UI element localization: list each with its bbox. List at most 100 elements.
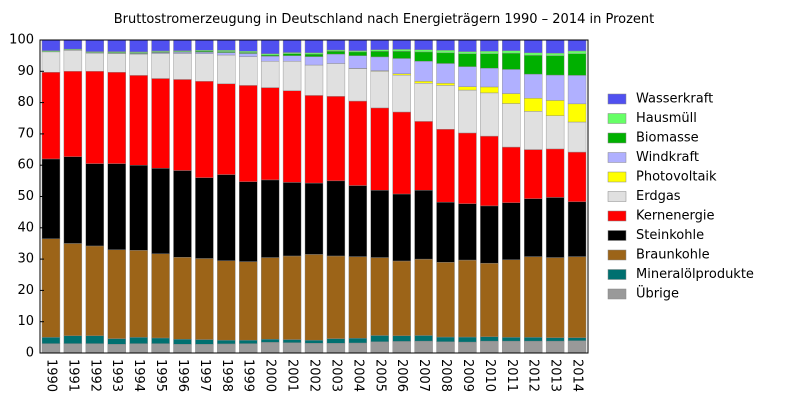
bar-segment: [480, 135, 499, 207]
y-tick-label: 30: [17, 252, 34, 267]
x-tick-label: 2006: [394, 359, 409, 392]
bar-segment: [107, 72, 126, 164]
legend-swatch: [607, 269, 627, 280]
bar-segment: [414, 61, 433, 82]
bar-segment: [107, 53, 126, 73]
bar-segment: [195, 81, 214, 178]
bar-segment: [260, 61, 280, 88]
bar-segment: [348, 39, 368, 51]
bar-segment: [502, 93, 521, 104]
x-tick-label: 1999: [241, 359, 256, 392]
bar-segment: [239, 181, 258, 262]
bar-segment: [173, 344, 192, 354]
bar-segment: [545, 39, 565, 54]
bar-segment: [502, 340, 521, 354]
bar-segment: [370, 257, 389, 336]
legend-swatch: [607, 249, 627, 261]
bar-segment: [107, 338, 126, 345]
bar-segment: [326, 39, 346, 51]
bar-segment: [458, 39, 477, 52]
bar-segment: [129, 75, 148, 166]
x-tick-label: 2004: [350, 359, 365, 392]
x-tick-label: 2011: [504, 359, 519, 392]
bar-segment: [151, 78, 170, 169]
bar-segment: [151, 253, 170, 339]
bar-segment: [414, 51, 433, 62]
bar-segment: [458, 336, 477, 343]
bar-segment: [524, 149, 543, 199]
bar-segment: [436, 341, 455, 354]
bar-segment: [151, 53, 170, 79]
bar-segment: [414, 258, 433, 336]
bar-segment: [545, 52, 565, 56]
bar-segment: [217, 54, 236, 85]
bar-segment: [458, 341, 477, 354]
bar-segment: [436, 129, 455, 203]
bar-segment: [348, 185, 368, 257]
bar-segment: [41, 158, 61, 239]
bar-segment: [195, 344, 214, 354]
bar-segment: [348, 51, 368, 56]
bar-segment: [436, 39, 455, 51]
bar-segment: [480, 67, 499, 88]
y-tick-label: 100: [9, 33, 34, 48]
bar-segment: [436, 262, 455, 338]
bar-segment: [458, 89, 477, 134]
bar-segment: [63, 343, 83, 354]
bar-segment: [414, 335, 433, 342]
bar-segment: [436, 63, 455, 84]
bar-segment: [63, 335, 83, 344]
bar-segment: [458, 132, 477, 204]
bar-segment: [282, 39, 302, 53]
bar-segment: [239, 339, 258, 344]
bar-segment: [239, 261, 258, 341]
bar-segment: [304, 95, 324, 184]
y-tick-label: 40: [17, 220, 34, 235]
bar-segment: [195, 258, 214, 340]
x-tick-label: 1994: [131, 359, 146, 392]
bar-segment: [370, 107, 389, 191]
bar-segment: [41, 51, 61, 73]
x-tick-label: 1998: [219, 359, 234, 392]
bar-segment: [370, 56, 389, 71]
bar-segment: [260, 339, 280, 343]
bar-segment: [567, 53, 587, 76]
bar-segment: [524, 111, 543, 150]
bar-segment: [502, 337, 521, 342]
bar-segment: [458, 66, 477, 87]
bar-segment: [151, 337, 170, 344]
x-tick-label: 2012: [526, 359, 541, 392]
legend-swatch: [607, 171, 627, 183]
bar-segment: [239, 39, 258, 52]
bar-segment: [458, 203, 477, 261]
legend-label: Hausmüll: [636, 111, 697, 126]
bar-segment: [41, 343, 61, 354]
x-tick-label: 1990: [43, 359, 58, 392]
bar-segment: [545, 257, 565, 338]
bar-segment: [85, 39, 104, 52]
legend-swatch: [607, 132, 627, 144]
bar-segment: [129, 164, 148, 251]
bar-segment: [260, 39, 280, 54]
bar-segment: [41, 337, 61, 344]
bar-segment: [348, 338, 368, 344]
bar-segment: [129, 337, 148, 344]
legend-swatch: [607, 230, 627, 241]
bar-segment: [502, 52, 521, 70]
bar-segment: [173, 39, 192, 51]
x-tick-label: 2009: [460, 359, 475, 392]
bar-segment: [282, 182, 302, 257]
x-tick-label: 2010: [482, 359, 497, 392]
bar-segment: [151, 168, 170, 254]
bar-segment: [370, 190, 389, 258]
bar-segment: [458, 259, 477, 338]
bar-segment: [370, 49, 389, 52]
bar-segment: [326, 63, 346, 97]
bar-segment: [348, 342, 368, 354]
bar-segment: [436, 52, 455, 64]
bar-segment: [217, 39, 236, 51]
bar-segment: [326, 53, 346, 64]
bar-segment: [436, 201, 455, 263]
y-tick-label: 80: [17, 95, 34, 110]
